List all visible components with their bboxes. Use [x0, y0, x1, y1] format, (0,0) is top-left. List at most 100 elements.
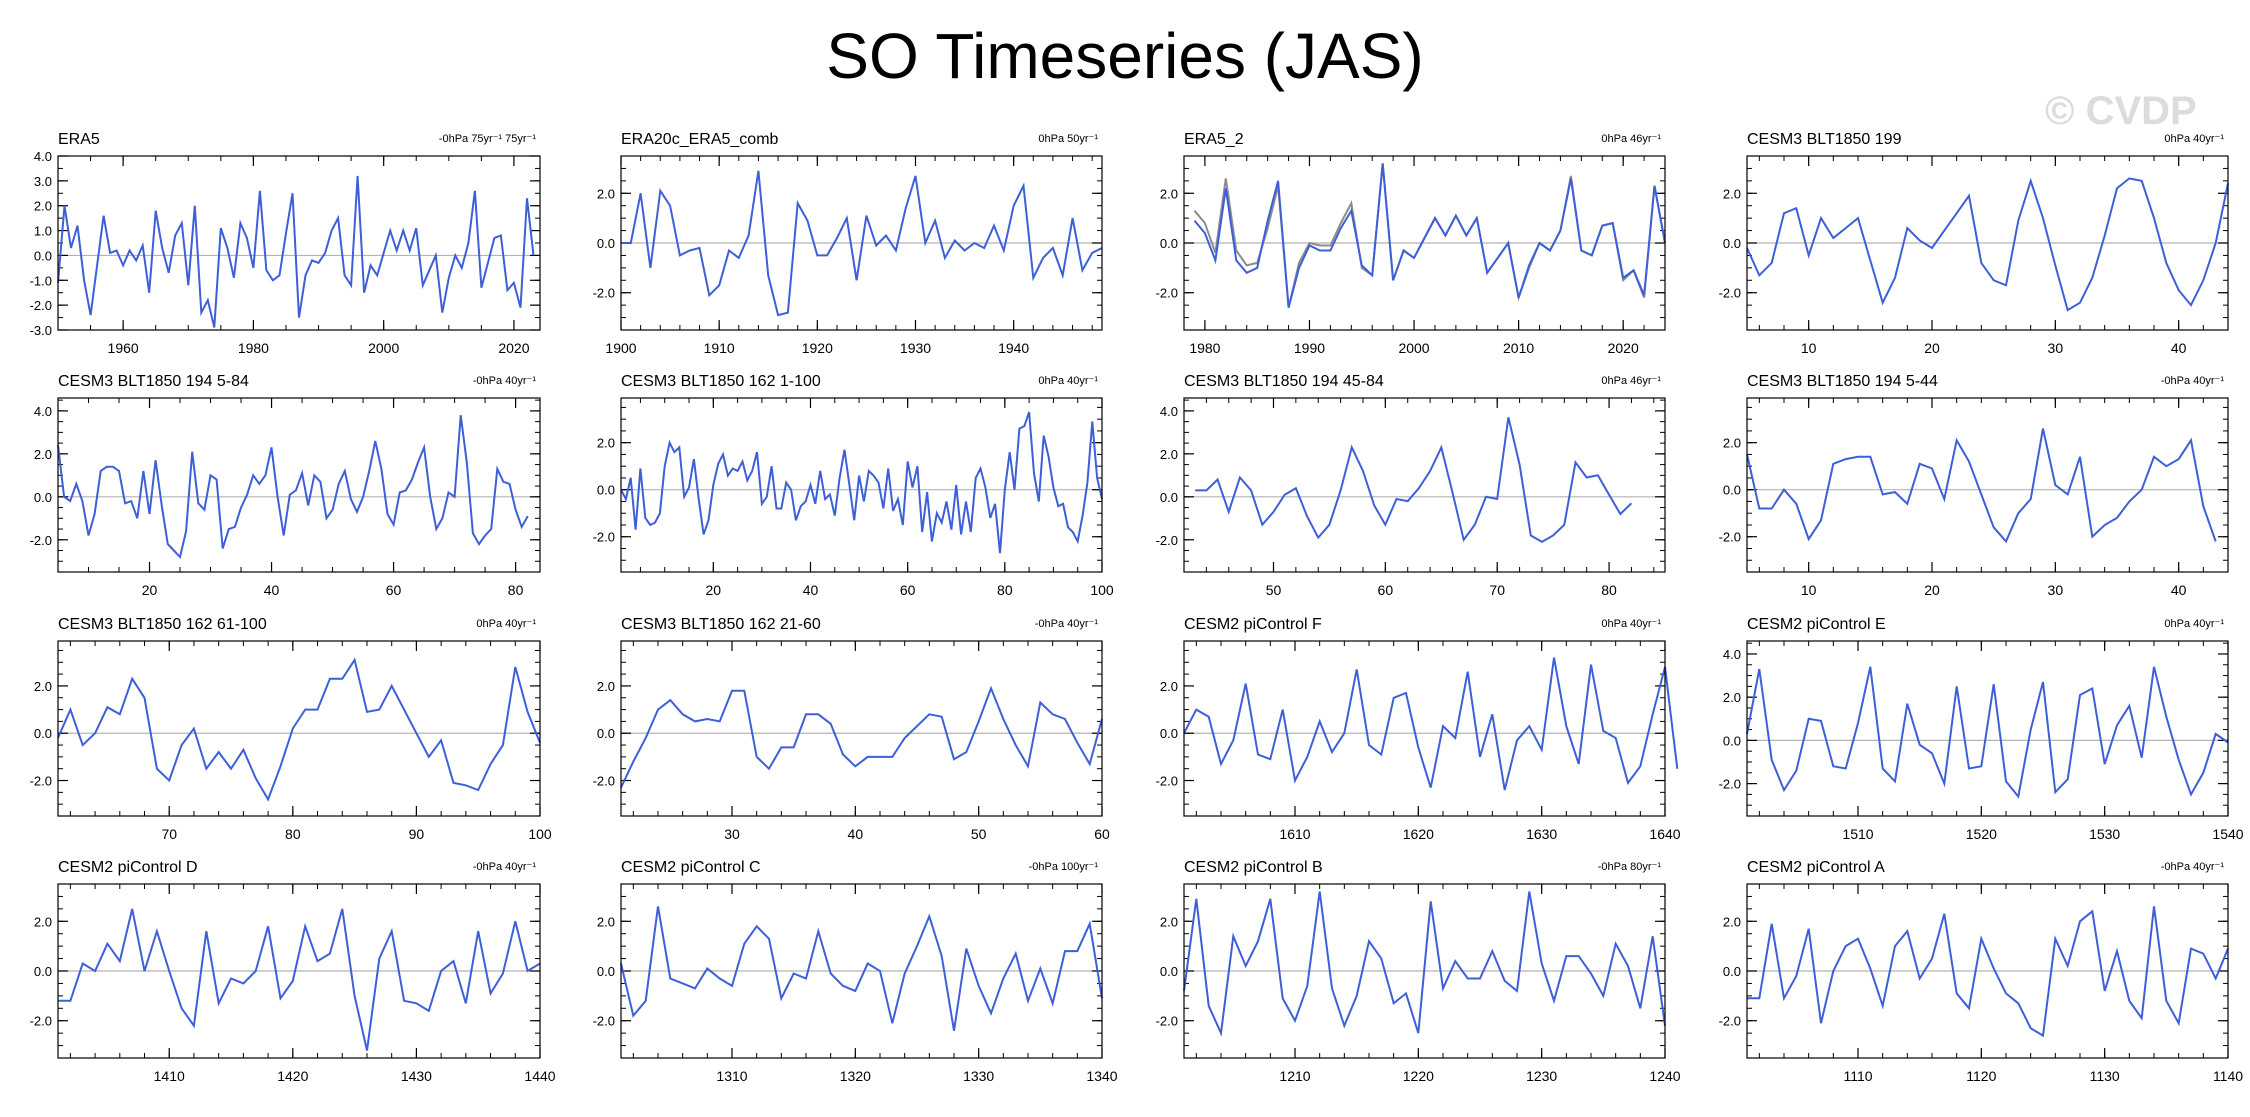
x-tick-label: 80 [285, 826, 301, 842]
y-tick-label: 2.0 [34, 679, 52, 694]
y-tick-label: 4.0 [1160, 404, 1178, 419]
panel-stats: -0hPa 40yr⁻¹ [1035, 618, 1099, 630]
plot-frame [1746, 640, 2229, 817]
series-line [1746, 177, 2229, 312]
y-tick-label: -2.0 [1719, 1014, 1741, 1029]
panel-title: ERA5 [58, 131, 100, 148]
panel-stats: -0hPa 80yr⁻¹ [1598, 861, 1662, 873]
x-tick-label: 2020 [498, 340, 529, 356]
x-tick-label: 1940 [998, 340, 1029, 356]
y-tick-label: 2.0 [1160, 914, 1178, 929]
y-tick-label: 4.0 [1723, 647, 1741, 662]
panel-stats: -0hPa 40yr⁻¹ [473, 861, 537, 873]
y-tick-label: -2.0 [30, 533, 52, 548]
y-tick-label: 0.0 [1160, 964, 1178, 979]
y-tick-label: 0.0 [1160, 726, 1178, 741]
y-tick-label: 2.0 [597, 436, 615, 451]
series-line [1746, 428, 2217, 544]
x-tick-label: 1640 [1649, 826, 1680, 842]
panel-title: CESM3 BLT1850 194 5-84 [58, 373, 249, 390]
y-tick-label: 2.0 [1160, 679, 1178, 694]
x-tick-label: 50 [1266, 582, 1282, 598]
plot-frame [1183, 640, 1666, 817]
panel-title: CESM2 piControl F [1184, 616, 1322, 633]
x-tick-label: 1910 [704, 340, 735, 356]
y-tick-label: 0.0 [34, 490, 52, 505]
y-tick-label: 2.0 [34, 447, 52, 462]
x-tick-label: 60 [900, 582, 916, 598]
series-line [1746, 666, 2229, 799]
x-tick-label: 1130 [2090, 1068, 2120, 1084]
panel-stats: -0hPa 75yr⁻¹ 75yr⁻¹ [439, 133, 537, 145]
x-tick-label: 40 [803, 582, 819, 598]
series-line [620, 411, 1103, 554]
x-tick-label: 40 [2171, 582, 2187, 598]
x-tick-label: 1110 [1843, 1068, 1872, 1084]
x-minor-ticks [57, 398, 540, 573]
y-tick-label: 2.0 [1160, 447, 1178, 462]
x-tick-label: 1920 [802, 340, 833, 356]
x-tick-label: 1230 [1526, 1068, 1557, 1084]
y-tick-label: -3.0 [30, 323, 52, 338]
x-tick-label: 1430 [401, 1068, 432, 1084]
y-tick-label: 2.0 [1723, 436, 1741, 451]
plot-frame [620, 883, 1103, 1059]
panel-title: CESM2 piControl C [621, 859, 761, 876]
x-tick-label: 60 [1094, 826, 1110, 842]
x-tick-label: 1980 [1189, 340, 1220, 356]
y-tick-label: 0.0 [1723, 964, 1741, 979]
y-tick-label: 0.0 [34, 726, 52, 741]
x-minor-ticks [58, 641, 541, 817]
x-tick-label: 10 [1801, 340, 1817, 356]
x-tick-label: 70 [161, 826, 177, 842]
y-tick-label: -2.0 [1719, 777, 1741, 792]
y-tick-label: -2.0 [30, 774, 52, 789]
y-tick-label: -2.0 [1156, 1014, 1178, 1029]
x-tick-label: 1990 [1294, 340, 1325, 356]
x-tick-label: 30 [2048, 582, 2064, 598]
x-tick-label: 2010 [1503, 340, 1534, 356]
y-tick-label: 0.0 [1723, 483, 1741, 498]
x-tick-label: 1320 [840, 1068, 871, 1084]
timeseries-panel: CESM2 piControl A -0hPa 40yr⁻¹ 1110 1120 113… [1719, 859, 2244, 1084]
x-tick-label: 100 [528, 826, 552, 842]
panel-stats: 0hPa 40yr⁻¹ [1601, 618, 1661, 630]
x-tick-label: 1420 [277, 1068, 308, 1084]
y-tick-label: -2.0 [1156, 533, 1178, 548]
series-line [620, 906, 1103, 1031]
y-tick-label: 4.0 [34, 404, 52, 419]
x-tick-label: 1960 [108, 340, 139, 356]
panel-title: ERA5_2 [1184, 131, 1244, 148]
x-tick-label: 20 [1924, 582, 1940, 598]
y-tick-label: -2.0 [593, 286, 615, 301]
y-tick-label: -2.0 [1156, 286, 1178, 301]
panel-title: CESM2 piControl B [1184, 859, 1323, 876]
x-tick-label: 1120 [1966, 1068, 1996, 1084]
timeseries-panel: ERA20c_ERA5_comb 0hPa 50yr⁻¹ 1900 1910 1920 1… [593, 131, 1103, 356]
panel-stats: 0hPa 40yr⁻¹ [1038, 375, 1098, 387]
panel-stats: -0hPa 40yr⁻¹ [473, 375, 537, 387]
series-line [58, 908, 541, 1051]
panel-title: CESM3 BLT1850 194 45-84 [1184, 373, 1384, 390]
series-line [57, 657, 541, 802]
x-tick-label: 1410 [154, 1068, 185, 1084]
x-tick-label: 2000 [1398, 340, 1429, 356]
x-tick-label: 1220 [1403, 1068, 1434, 1084]
plot-frame [1746, 883, 2229, 1059]
x-tick-label: 10 [1801, 582, 1817, 598]
timeseries-panel: CESM2 piControl E 0hPa 40yr⁻¹ 1510 1520 1530… [1719, 616, 2244, 842]
x-tick-label: 1440 [524, 1068, 555, 1084]
x-tick-label: 1510 [1842, 826, 1873, 842]
y-tick-label: 2.0 [1723, 914, 1741, 929]
y-tick-label: 0.0 [597, 964, 615, 979]
series-line [57, 415, 529, 560]
x-minor-ticks [1184, 641, 1666, 817]
timeseries-panel: CESM3 BLT1850 162 61-100 0hPa 40yr⁻¹ 70 80 9… [30, 616, 552, 842]
panel-stats: 0hPa 40yr⁻¹ [2164, 618, 2224, 630]
y-tick-label: 4.0 [34, 149, 52, 164]
x-minor-ticks [1747, 398, 2229, 573]
x-tick-label: 1520 [1966, 826, 1997, 842]
series-line [1193, 163, 1666, 308]
x-minor-ticks [621, 641, 1103, 817]
